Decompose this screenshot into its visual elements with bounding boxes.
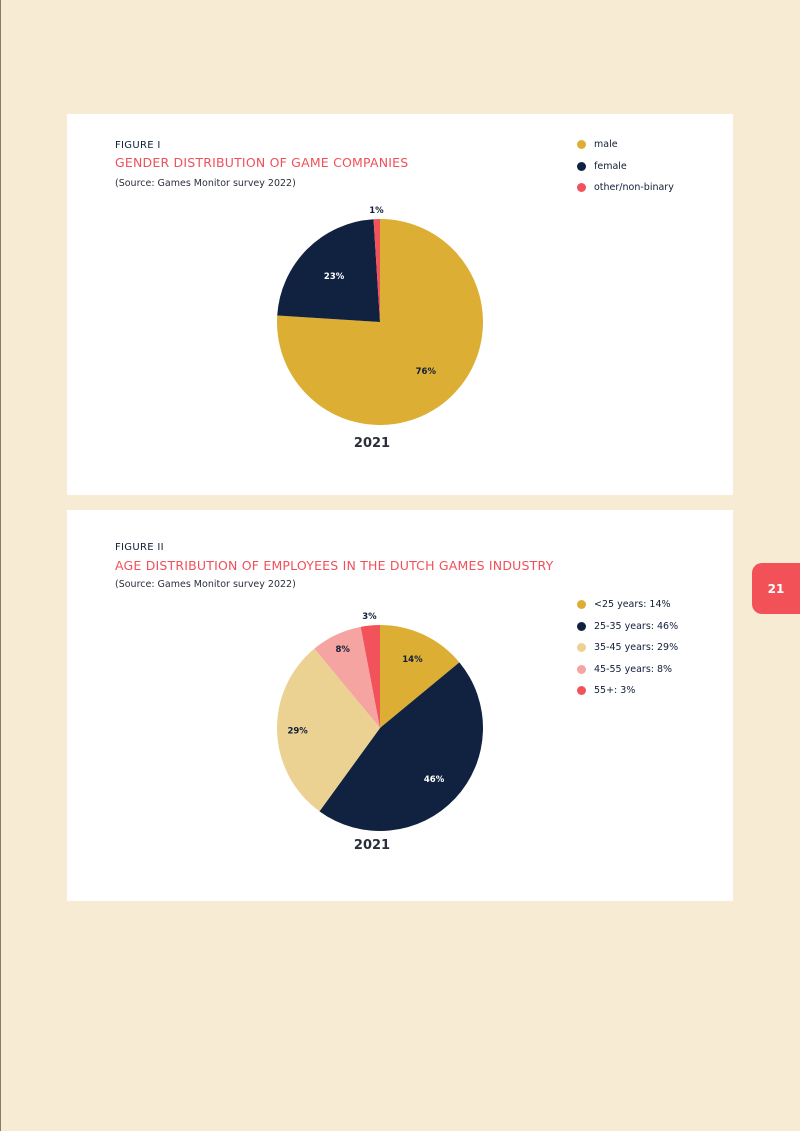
page-number-tab: 21 — [752, 563, 800, 614]
legend-swatch — [577, 161, 586, 171]
figure-1-pie-chart: 76% 23% 1% — [277, 206, 483, 425]
page-edge — [0, 0, 1, 1131]
legend-item: 55+: 3% — [577, 680, 678, 702]
figure-2-title: AGE DISTRIBUTION OF EMPLOYEES IN THE DUT… — [115, 558, 554, 573]
pie-slice-55 — [360, 625, 380, 728]
figure-1-source: (Source: Games Monitor survey 2022) — [115, 178, 296, 189]
figure-1-panel: FIGURE I GENDER DISTRIBUTION OF GAME COM… — [67, 114, 733, 495]
pie-data-label: 1% — [369, 206, 384, 216]
legend-swatch — [577, 183, 586, 193]
pie-data-label: 14% — [402, 655, 423, 665]
legend-label: other/non-binary — [594, 182, 674, 194]
figure-2-panel: FIGURE II AGE DISTRIBUTION OF EMPLOYEES … — [67, 510, 733, 901]
legend-item: <25 years: 14% — [577, 594, 678, 616]
figure-2-pie-chart: 14% 46% 29% 8% 3% — [277, 612, 483, 831]
pie-data-label: 8% — [336, 645, 351, 655]
legend-label: male — [594, 139, 618, 151]
figure-2-legend: <25 years: 14% 25-35 years: 46% 35-45 year… — [577, 594, 678, 702]
legend-label: 35-45 years: 29% — [594, 642, 679, 654]
figure-1-label: FIGURE I — [115, 140, 161, 151]
pie-data-label: 3% — [362, 612, 377, 622]
figure-1-legend: male female other/non-binary — [577, 134, 674, 199]
legend-item: other/non-binary — [577, 177, 674, 199]
figure-2-source: (Source: Games Monitor survey 2022) — [115, 579, 296, 590]
legend-swatch — [577, 643, 586, 653]
pie-slice-45-55-years — [314, 626, 380, 728]
pie-slice-other-non-binary — [373, 219, 380, 322]
pie-data-label: 23% — [324, 272, 345, 282]
legend-label: 45-55 years: 8% — [594, 663, 673, 675]
legend-item: male — [577, 134, 674, 156]
legend-swatch — [577, 686, 586, 696]
legend-swatch — [577, 600, 586, 610]
legend-swatch — [577, 621, 586, 631]
legend-item: 45-55 years: 8% — [577, 659, 678, 681]
pie-slice-25-years — [380, 625, 460, 728]
page-number: 21 — [767, 581, 785, 596]
legend-swatch — [577, 664, 586, 674]
pie-data-label: 76% — [416, 367, 437, 377]
legend-label: 55+: 3% — [594, 685, 636, 697]
legend-item: 25-35 years: 46% — [577, 616, 678, 638]
pie-slice-25-35-years — [319, 662, 483, 831]
pie-slice-35-45-years — [277, 648, 380, 812]
figure-2-label: FIGURE II — [115, 542, 164, 553]
legend-label: <25 years: 14% — [594, 599, 671, 611]
legend-swatch — [577, 140, 586, 150]
figure-1-year-label: 2021 — [353, 436, 391, 451]
figure-1-title: GENDER DISTRIBUTION OF GAME COMPANIES — [115, 155, 409, 170]
legend-label: female — [594, 160, 627, 172]
pie-slice-female — [277, 219, 380, 322]
pie-data-label: 29% — [287, 727, 308, 737]
legend-label: 25-35 years: 46% — [594, 620, 679, 632]
pie-data-label: 46% — [424, 775, 445, 785]
figure-2-year-label: 2021 — [353, 838, 391, 853]
legend-item: female — [577, 156, 674, 178]
legend-item: 35-45 years: 29% — [577, 637, 678, 659]
